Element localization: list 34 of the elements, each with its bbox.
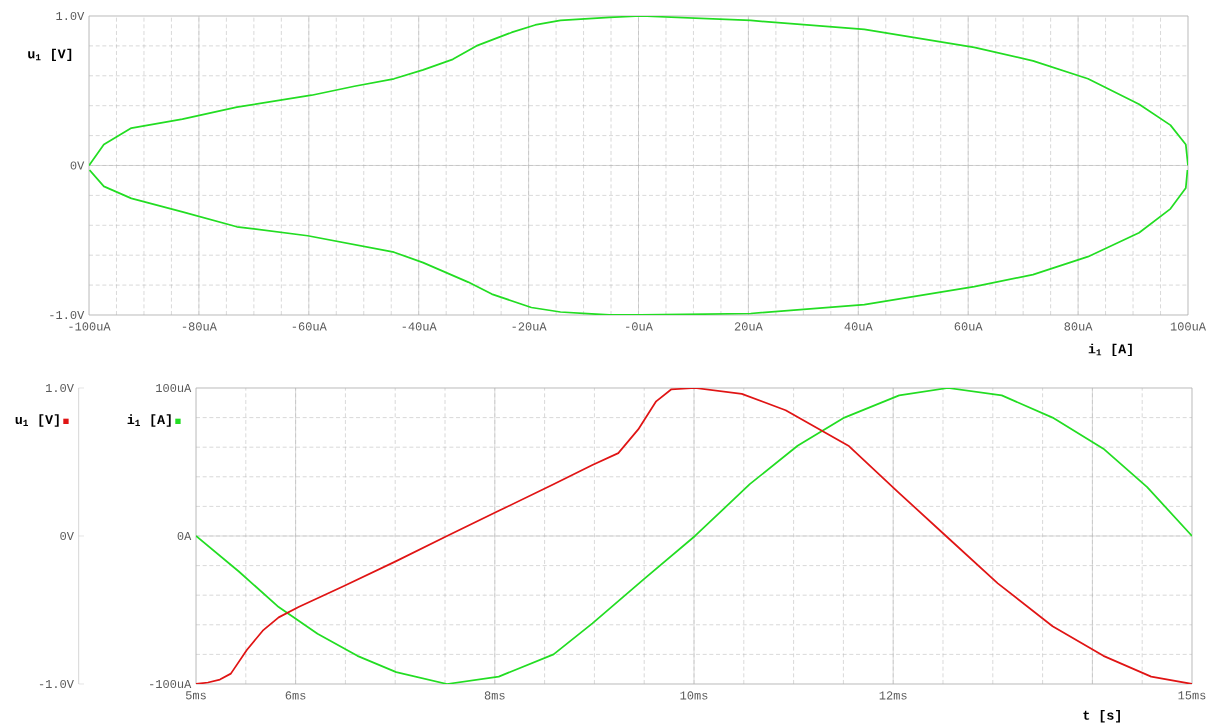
x-tick-label: 12ms (879, 691, 907, 700)
x-tick-label: -60uA (292, 322, 327, 331)
x-tick-label: -20uA (512, 322, 547, 331)
text: i$_{1}$ [A] (127, 414, 171, 427)
x-tick-label: 20uA (734, 322, 763, 331)
y2-tick-label: 100uA (156, 383, 192, 393)
x-tick-label: 80uA (1064, 322, 1093, 331)
y-tick-label: 1.0V (56, 11, 85, 21)
x-tick-label: 10ms (680, 691, 708, 700)
x-tick-label: -40uA (402, 322, 437, 331)
x-tick-label: -100uA (69, 322, 111, 331)
x-tick-label: 100uA (1170, 322, 1206, 331)
x-tick-label: 6ms (285, 691, 306, 700)
line-series (196, 387, 1192, 684)
x-tick-label: 60uA (954, 322, 983, 331)
x-tick-label: 15ms (1178, 691, 1206, 700)
y-tick-label: 0V (70, 161, 85, 170)
text: u$_{1}$ [V] (28, 48, 72, 62)
x-tick-label: -0uA (626, 322, 653, 331)
y-tick-label: -1.0V (39, 679, 74, 689)
y-tick-label: -1.0V (50, 310, 85, 320)
x-tick-label: 5ms (185, 691, 206, 700)
y2-tick-label: 0A (177, 531, 192, 541)
text: u$_{1}$ [V] (15, 414, 59, 427)
text: i$_{1}$ [A] (1088, 343, 1132, 357)
y-tick-label: 0V (60, 531, 74, 541)
y2-tick-label: -100uA (150, 679, 192, 689)
x-tick-label: -80uA (182, 322, 217, 331)
y-tick-label: 1.0V (46, 383, 74, 393)
x-tick-label: 40uA (844, 322, 873, 331)
x-tick-label: 8ms (484, 691, 505, 700)
x-axis-title: t [s] (1083, 710, 1120, 723)
line-series (89, 169, 1188, 315)
line-series (89, 15, 1188, 167)
